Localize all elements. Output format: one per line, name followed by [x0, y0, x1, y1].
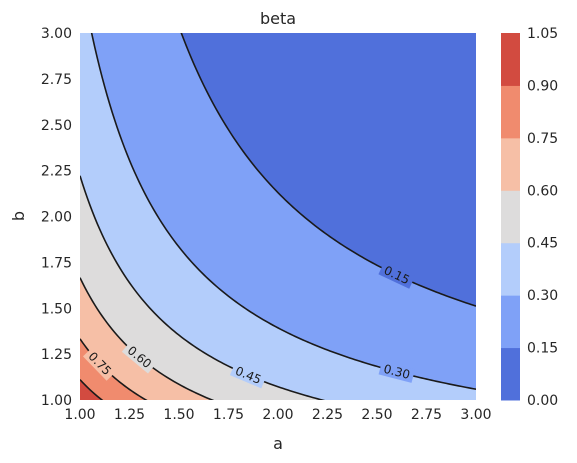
- contour-line: [80, 338, 148, 400]
- contour-label: 0.30: [378, 360, 416, 383]
- x-tick-label: 3.00: [460, 407, 491, 423]
- x-tick-label: 1.75: [213, 407, 244, 423]
- colorbar-segment: [501, 295, 520, 349]
- y-axis-label: b: [9, 211, 28, 221]
- colorbar-segment: [501, 190, 520, 244]
- y-tick-label: 1.75: [41, 255, 72, 271]
- x-axis-label: a: [273, 434, 283, 453]
- colorbar-tick-label: 0.90: [527, 78, 558, 94]
- y-tick-label: 1.25: [41, 347, 72, 363]
- chart-title: beta: [260, 9, 296, 28]
- colorbar-tick-label: 0.60: [527, 183, 558, 199]
- x-tick-label: 1.00: [64, 407, 95, 423]
- y-tick-label: 1.50: [41, 301, 72, 317]
- colorbar-segment: [501, 33, 520, 86]
- y-axis-ticks: 1.00 1.25 1.50 1.75 2.00 2.25 2.50 2.75 3.00: [41, 26, 72, 409]
- colorbar-segment: [501, 137, 520, 191]
- y-tick-label: 2.00: [41, 210, 72, 226]
- contour-band: [80, 379, 103, 400]
- colorbar-tick-label: 0.00: [527, 393, 558, 409]
- colorbar-segment: [501, 347, 520, 401]
- x-tick-label: 2.50: [361, 407, 392, 423]
- contour-band: [80, 338, 147, 400]
- colorbar-tick-label: 0.30: [527, 288, 558, 304]
- y-tick-label: 1.00: [41, 393, 72, 409]
- x-tick-label: 1.50: [163, 407, 194, 423]
- x-tick-label: 1.25: [114, 407, 145, 423]
- colorbar-tick-label: 0.15: [527, 341, 558, 357]
- colorbar-tick-label: 0.75: [527, 131, 558, 147]
- x-tick-label: 2.25: [312, 407, 343, 423]
- colorbar-tick-label: 0.45: [527, 236, 558, 252]
- y-tick-label: 2.25: [41, 164, 72, 180]
- y-tick-label: 2.75: [41, 72, 72, 88]
- colorbar-segment: [501, 85, 520, 139]
- x-axis-ticks: 1.00 1.25 1.50 1.75 2.00 2.25 2.50 2.75 3.00: [64, 407, 491, 423]
- svg-text:0.30: 0.30: [382, 362, 411, 382]
- y-tick-label: 2.50: [41, 118, 72, 134]
- x-tick-label: 2.75: [411, 407, 442, 423]
- colorbar-tick-label: 1.05: [527, 26, 558, 42]
- contour-line: [80, 175, 326, 400]
- colorbar-segment: [501, 242, 520, 296]
- x-tick-label: 2.00: [262, 407, 293, 423]
- y-tick-label: 3.00: [41, 26, 72, 42]
- colorbar: 0.00 0.15 0.30 0.45 0.60 0.75 0.90 1.05: [501, 26, 558, 409]
